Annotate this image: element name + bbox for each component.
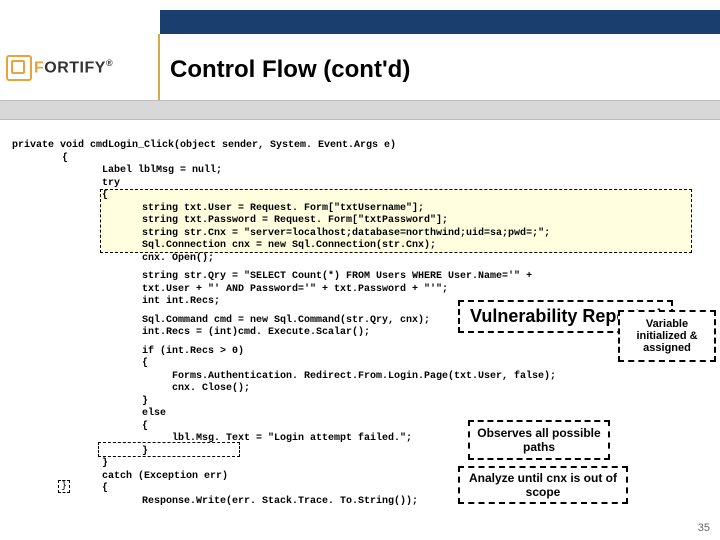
code-line: Label lblMsg = null;	[102, 165, 708, 178]
code-line: string txt.Password = Request. Form["txt…	[142, 215, 708, 228]
header: FFORTIFYORTIFY® Control Flow (cont'd)	[0, 0, 720, 120]
brace-box: }	[58, 480, 70, 493]
code-line: txt.User + "' AND Password='" + txt.Pass…	[142, 284, 708, 297]
analyze-callout: Analyze until cnx is out of scope	[458, 466, 628, 504]
code-line: try	[102, 178, 708, 191]
vertical-divider	[158, 34, 160, 100]
box-catch	[98, 442, 240, 457]
code-line: {	[62, 153, 708, 166]
code-line: private void cmdLogin_Click(object sende…	[12, 140, 708, 153]
code-line: cnx. Close();	[172, 383, 708, 396]
page-number: 35	[698, 522, 710, 534]
code-line: string str.Cnx = "server=localhost;datab…	[142, 228, 708, 241]
code-line: }	[142, 396, 708, 409]
code-line: else	[142, 408, 708, 421]
code-line: string str.Qry = "SELECT Count(*) FROM U…	[142, 271, 708, 284]
slide-title: Control Flow (cont'd)	[170, 56, 410, 84]
gray-bar	[0, 100, 720, 120]
variable-callout: Variable initialized & assigned	[618, 310, 716, 362]
code-line: Forms.Authentication. Redirect.From.Logi…	[172, 371, 708, 384]
observes-callout: Observes all possible paths	[468, 420, 610, 460]
top-accent-bar	[160, 10, 720, 34]
code-line: cnx. Open();	[142, 253, 708, 266]
code-line: {	[142, 421, 708, 434]
code-line: string txt.User = Request. Form["txtUser…	[142, 203, 708, 216]
code-line: {	[102, 190, 708, 203]
code-line: Sql.Connection cnx = new Sql.Connection(…	[142, 240, 708, 253]
logo-text: FFORTIFYORTIFY®	[34, 58, 113, 77]
code-line: lbl.Msg. Text = "Login attempt failed.";	[172, 433, 708, 446]
logo-icon	[6, 55, 32, 81]
fortify-logo: FFORTIFYORTIFY®	[6, 48, 146, 88]
